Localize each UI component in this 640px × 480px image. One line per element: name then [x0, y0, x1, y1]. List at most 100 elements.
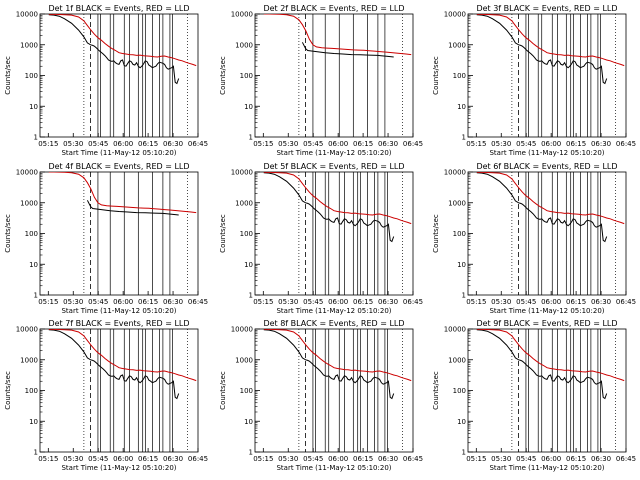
x-tick-label: 06:00 [541, 298, 561, 306]
y-tick-label: 100 [453, 387, 466, 395]
y-axis-label: Counts/sec [4, 56, 12, 95]
x-axis-label: Start Time (11-May-12 05:10:20) [489, 464, 604, 472]
y-tick-label: 100 [25, 72, 38, 80]
y-axis-label: Counts/sec [219, 214, 227, 253]
x-tick-label: 06:15 [566, 455, 586, 463]
chart-panel-6: 1 10 100 1000 10000 05:15 05:30 05:45 06:00 06:15… [432, 162, 636, 315]
x-tick-label: 06:15 [566, 298, 586, 306]
y-tick-label: 1000 [448, 356, 466, 364]
x-tick-label: 06:00 [541, 455, 561, 463]
y-tick-label: 10 [29, 103, 38, 111]
y-tick-label: 1000 [235, 199, 253, 207]
series-line-red [476, 172, 625, 225]
y-tick-label: 10 [244, 103, 253, 111]
x-axis-label: Start Time (11-May-12 05:10:20) [61, 149, 176, 157]
y-tick-label: 10000 [231, 326, 253, 334]
y-tick-label: 10 [244, 418, 253, 426]
panel-title: Det 4f BLACK = Events, RED = LLD [48, 162, 189, 171]
series-line-black [476, 14, 608, 85]
panel-title: Det 8f BLACK = Events, RED = LLD [263, 319, 404, 328]
series-line-red [263, 172, 412, 225]
series-line-red [476, 329, 625, 382]
y-tick-label: 10 [29, 418, 38, 426]
x-tick-label: 05:30 [63, 298, 83, 306]
y-tick-label: 10000 [444, 11, 466, 19]
y-tick-label: 100 [453, 230, 466, 238]
y-tick-label: 10 [244, 261, 253, 269]
chart-panel-9: 1 10 100 1000 10000 05:15 05:30 05:45 06:00 06:15… [432, 319, 636, 472]
panel-title: Det 1f BLACK = Events, RED = LLD [48, 4, 189, 13]
x-axis-label: Start Time (11-May-12 05:10:20) [489, 307, 604, 315]
x-tick-label: 05:30 [278, 140, 298, 148]
y-tick-label: 10 [457, 103, 466, 111]
x-tick-label: 06:15 [353, 140, 373, 148]
series-line-red [263, 329, 412, 382]
x-tick-label: 06:15 [138, 298, 158, 306]
y-tick-label: 10000 [231, 11, 253, 19]
x-tick-label: 06:00 [328, 298, 348, 306]
x-tick-label: 05:15 [38, 140, 58, 148]
y-tick-label: 1000 [20, 356, 38, 364]
x-tick-label: 06:15 [353, 298, 373, 306]
x-tick-label: 05:30 [63, 140, 83, 148]
series-line-black [476, 172, 608, 243]
y-tick-label: 10000 [231, 169, 253, 177]
panel-title: Det 5f BLACK = Events, RED = LLD [263, 162, 404, 171]
chart-panel-5: 1 10 100 1000 10000 05:15 05:30 05:45 06:00 06:15… [219, 162, 423, 315]
y-tick-label: 1 [249, 292, 253, 300]
series-line-black [263, 172, 395, 243]
x-axis-label: Start Time (11-May-12 05:10:20) [61, 464, 176, 472]
x-tick-label: 06:45 [188, 140, 208, 148]
series-line-red [48, 14, 197, 67]
x-tick-label: 06:45 [616, 455, 636, 463]
y-tick-label: 1 [34, 134, 38, 142]
x-tick-label: 05:45 [516, 298, 536, 306]
panel-title: Det 2f BLACK = Events, RED = LLD [263, 4, 404, 13]
panel-title: Det 9f BLACK = Events, RED = LLD [476, 319, 617, 328]
x-tick-label: 05:45 [88, 140, 108, 148]
x-tick-label: 06:00 [113, 140, 133, 148]
x-tick-label: 05:30 [63, 455, 83, 463]
x-tick-label: 06:15 [138, 455, 158, 463]
x-axis-label: Start Time (11-May-12 05:10:20) [61, 307, 176, 315]
y-tick-label: 10 [29, 261, 38, 269]
x-tick-label: 05:30 [278, 455, 298, 463]
y-tick-label: 100 [240, 387, 253, 395]
x-tick-label: 06:15 [138, 140, 158, 148]
x-tick-label: 05:30 [491, 455, 511, 463]
x-tick-label: 05:45 [516, 140, 536, 148]
x-tick-label: 05:15 [466, 140, 486, 148]
y-tick-label: 1000 [235, 356, 253, 364]
y-axis-label: Counts/sec [219, 56, 227, 95]
y-tick-label: 100 [25, 230, 38, 238]
x-tick-label: 06:15 [566, 140, 586, 148]
x-tick-label: 05:15 [38, 455, 58, 463]
y-tick-label: 1000 [448, 41, 466, 49]
x-tick-label: 06:00 [113, 455, 133, 463]
y-tick-label: 10000 [16, 326, 38, 334]
y-axis-label: Counts/sec [432, 214, 440, 253]
y-tick-label: 1 [249, 449, 253, 457]
series-line-red [263, 14, 412, 56]
x-tick-label: 06:45 [403, 298, 423, 306]
x-tick-label: 06:45 [616, 140, 636, 148]
x-tick-label: 05:15 [466, 455, 486, 463]
series-line-black [86, 200, 179, 216]
series-line-black [476, 329, 608, 400]
x-tick-label: 05:30 [491, 298, 511, 306]
x-tick-label: 05:45 [88, 298, 108, 306]
y-tick-label: 100 [25, 387, 38, 395]
x-tick-label: 06:45 [616, 298, 636, 306]
panel-title: Det 3f BLACK = Events, RED = LLD [476, 4, 617, 13]
x-axis-label: Start Time (11-May-12 05:10:20) [276, 464, 391, 472]
y-axis-label: Counts/sec [4, 371, 12, 410]
x-tick-label: 05:45 [88, 455, 108, 463]
x-tick-label: 05:45 [303, 140, 323, 148]
x-tick-label: 05:45 [303, 455, 323, 463]
plot-frame [39, 171, 199, 296]
x-tick-label: 05:15 [253, 140, 273, 148]
x-tick-label: 06:45 [188, 455, 208, 463]
y-tick-label: 1 [462, 449, 466, 457]
x-tick-label: 05:45 [516, 455, 536, 463]
